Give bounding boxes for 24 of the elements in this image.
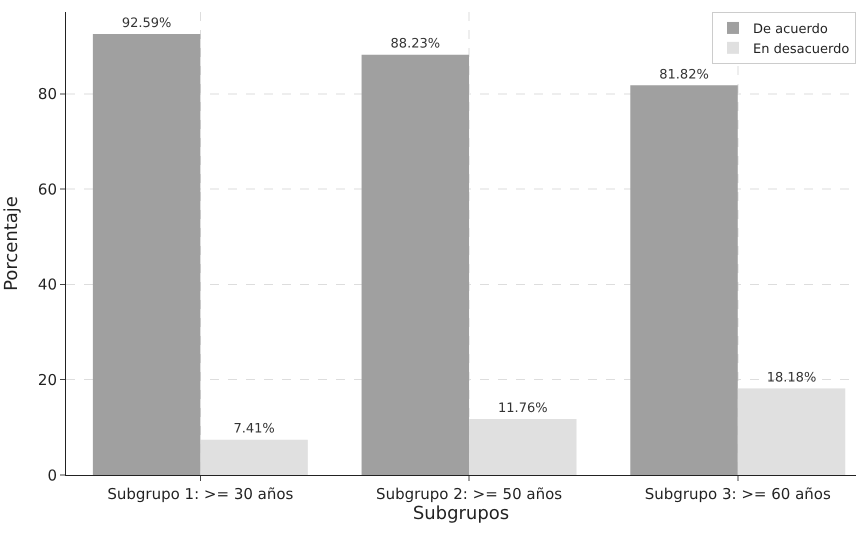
bar [362,54,470,475]
x-tick-label: Subgrupo 3: >= 60 años [644,485,831,503]
legend-label: En desacuerdo [753,42,850,57]
x-axis-title: Subgrupos [412,503,510,524]
bar [738,388,846,475]
data-label: 18.18% [766,370,816,386]
x-tick-label: Subgrupo 2: >= 50 años [376,485,562,503]
y-axis-title: Porcentaje [1,196,22,291]
y-tick-label: 80 [38,85,57,104]
data-label: 81.82% [659,67,709,82]
data-label: 7.41% [233,422,275,437]
y-tick-label: 40 [38,276,57,294]
y-tick-label: 20 [38,370,57,389]
bar [92,34,200,475]
data-label: 11.76% [498,400,548,416]
y-tick-label: 60 [38,180,57,198]
data-label: 88.23% [390,36,440,52]
bar [630,85,738,475]
legend-label: De acuerdo [753,22,828,38]
bar [200,440,308,475]
y-tick-label: 0 [47,466,57,484]
data-label: 92.59% [122,16,172,31]
x-tick-label: Subgrupo 1: >= 30 años [107,485,294,503]
bar [469,418,577,475]
